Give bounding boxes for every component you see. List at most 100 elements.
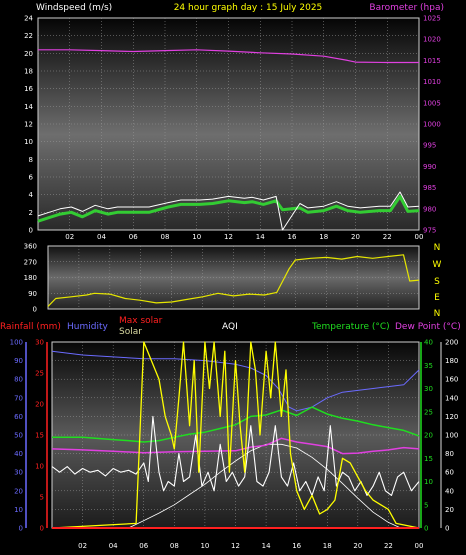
humidity-tick-label: 80 [14, 376, 23, 384]
hour-tick-label: 16 [288, 233, 297, 241]
windspeed-tick-label: 14 [24, 103, 33, 111]
humidity-tick-label: 100 [10, 339, 23, 347]
rainfall-tick-label: 0 [40, 525, 44, 533]
graph-title: 24 hour graph day : 15 July 2025 [174, 3, 323, 13]
windspeed-tick-label: 2 [29, 209, 33, 217]
solar-label: Solar [119, 327, 142, 337]
temperature-tick-label: 25 [424, 408, 433, 416]
barometer-line [38, 49, 419, 64]
rainfall-tick-label: 5 [40, 494, 44, 502]
rainfall-tick-label: 10 [35, 463, 44, 471]
rainfall-tick-label: 15 [35, 432, 44, 440]
wind-direction-ticks: 0 90 180 270 360 [24, 243, 37, 314]
windspeed-tick-label: 16 [24, 85, 33, 93]
hour-tick-label: 04 [109, 542, 118, 550]
aqi-line [51, 415, 420, 496]
dew-point-label: Dew Point (°C) [395, 322, 461, 332]
windspeed-tick-label: 12 [24, 121, 33, 129]
barometer-tick-label: 1025 [423, 15, 441, 23]
windspeed-tick-label: 6 [29, 174, 34, 182]
solar-line [51, 341, 420, 529]
rainfall-label: Rainfall (mm) [0, 322, 61, 332]
hour-tick-label: 00 [415, 233, 424, 241]
hour-tick-label: 06 [129, 233, 138, 241]
humidity-tick-label: 30 [14, 469, 23, 477]
temperature-tick-label: 5 [424, 501, 428, 509]
rainfall-tick-label: 25 [35, 370, 44, 378]
solar-tick-label: 60 [445, 469, 454, 477]
compass-w: W [433, 260, 442, 270]
barometer-tick-label: 995 [423, 142, 436, 150]
hour-tick-label: 06 [139, 542, 148, 550]
solar-tick-label: 40 [445, 487, 454, 495]
humidity-tick-label: 20 [14, 487, 23, 495]
temperature-label: Temperature (°C) [311, 322, 390, 332]
direction-tick-label: 180 [24, 274, 37, 282]
temperature-tick-label: 40 [424, 339, 433, 347]
wind-speed-line [37, 194, 420, 223]
wind-direction-grid [48, 246, 419, 309]
dew-point-line [51, 437, 420, 455]
windspeed-tick-label: 8 [29, 156, 33, 164]
max-solar-line [128, 443, 401, 529]
temperature-tick-label: 30 [424, 385, 433, 393]
wind-gust-line [37, 191, 420, 231]
solar-tick-label: 120 [445, 413, 458, 421]
compass-n-bottom: N [434, 309, 441, 319]
solar-tick-label: 180 [445, 357, 458, 365]
hour-tick-label: 14 [256, 233, 265, 241]
windspeed-tick-label: 0 [29, 227, 33, 235]
humidity-tick-label: 10 [14, 506, 23, 514]
wind-direction-series [47, 254, 420, 307]
wind-barometer-grid [38, 18, 419, 230]
aqi-label: AQI [222, 322, 238, 332]
direction-tick-label: 360 [24, 243, 37, 251]
hour-tick-label: 12 [224, 233, 233, 241]
hour-tick-label: 18 [319, 233, 328, 241]
solar-tick-label: 160 [445, 376, 458, 384]
temperature-tick-label: 15 [424, 455, 433, 463]
barometer-tick-label: 990 [423, 163, 436, 171]
humidity-tick-label: 40 [14, 450, 23, 458]
solar-tick-label: 200 [445, 339, 458, 347]
solar-tick-label: 140 [445, 394, 458, 402]
solar-tick-label: 0 [445, 525, 449, 533]
temperature-tick-label: 10 [424, 478, 433, 486]
solar-temperature-ticks: 0102030405060708090100051015202530051015… [10, 339, 459, 551]
compass-e: E [434, 293, 440, 303]
temperature-tick-label: 35 [424, 362, 433, 370]
direction-tick-label: 90 [28, 290, 37, 298]
hour-tick-label: 08 [161, 233, 170, 241]
humidity-tick-label: 90 [14, 357, 23, 365]
barometer-tick-label: 1010 [423, 78, 441, 86]
hour-tick-label: 22 [383, 233, 392, 241]
barometer-tick-label: 1015 [423, 57, 441, 65]
solar-temperature-axes [25, 342, 442, 528]
barometer-tick-label: 985 [423, 184, 436, 192]
solar-tick-label: 100 [445, 432, 458, 440]
windspeed-tick-label: 18 [24, 68, 33, 76]
hour-tick-label: 02 [78, 542, 87, 550]
direction-tick-label: 0 [33, 306, 37, 314]
compass-n-top: N [434, 243, 441, 253]
hour-tick-label: 10 [192, 233, 201, 241]
humidity-tick-label: 0 [19, 525, 23, 533]
max-solar-label: Max solar [119, 316, 163, 326]
hour-tick-label: 12 [231, 542, 240, 550]
hour-tick-label: 16 [292, 542, 301, 550]
hour-tick-label: 10 [200, 542, 209, 550]
hour-tick-label: 20 [351, 233, 360, 241]
hour-tick-label: 22 [384, 542, 393, 550]
solar-temperature-series [51, 341, 420, 529]
solar-tick-label: 20 [445, 506, 454, 514]
humidity-tick-label: 60 [14, 413, 23, 421]
humidity-tick-label: 70 [14, 394, 23, 402]
wind-direction-line [47, 254, 420, 307]
hour-tick-label: 02 [65, 233, 74, 241]
rainfall-tick-label: 30 [35, 339, 44, 347]
rainfall-tick-label: 20 [35, 401, 44, 409]
hour-tick-label: 04 [97, 233, 106, 241]
barometer-tick-label: 1000 [423, 121, 441, 129]
direction-tick-label: 270 [24, 258, 37, 266]
